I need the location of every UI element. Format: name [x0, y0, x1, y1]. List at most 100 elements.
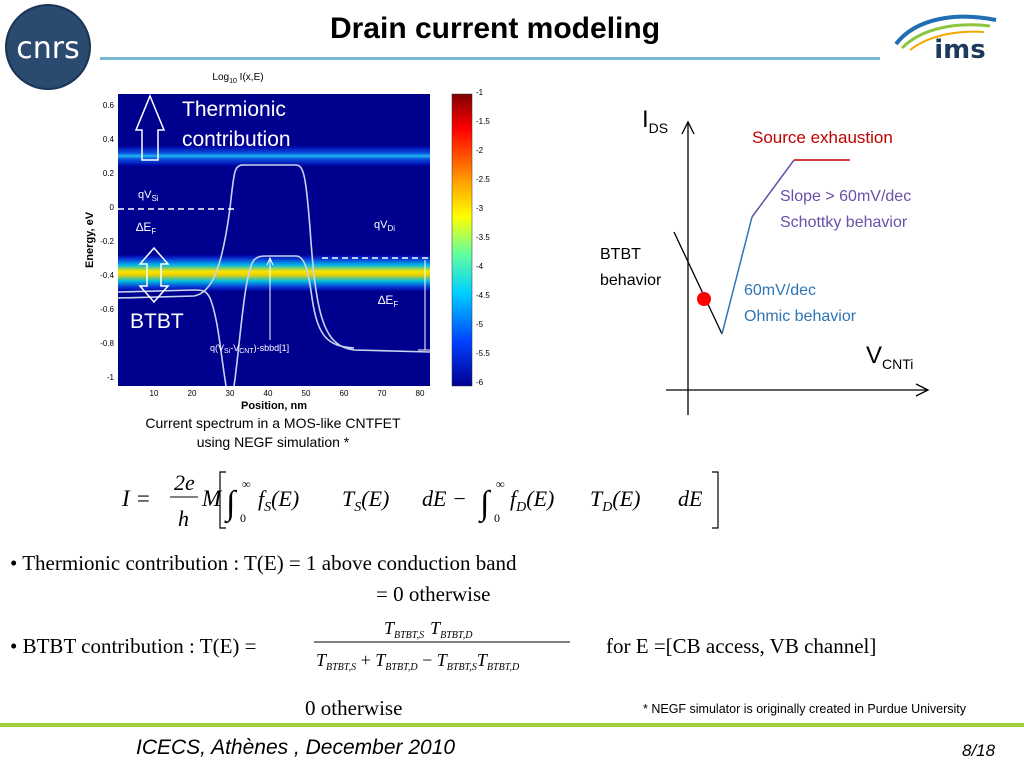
- colorbar-tick: -6: [476, 378, 484, 387]
- btbt-curve: [673, 231, 723, 335]
- btbt-band: [118, 255, 430, 291]
- svg-text:2e: 2e: [174, 470, 195, 495]
- colorbar: [451, 93, 473, 387]
- ohmic-curve: [721, 216, 753, 335]
- ims-logo: ims: [886, 8, 1016, 65]
- btbt-fraction: TBTBT,S TBTBT,D TBTBT,S + TBTBT,D − TBTBT…: [312, 616, 574, 678]
- btbt-label: BTBT: [130, 310, 184, 333]
- svg-text:TBTBT,STBTBT,D: TBTBT,S TBTBT,D: [384, 618, 473, 641]
- thermionic-bullet: • Thermionic contribution : T(E) = 1 abo…: [10, 551, 517, 575]
- delta-ef-right-label: ∆EF: [378, 293, 398, 309]
- svg-text:h: h: [178, 506, 189, 531]
- colorbar-tick: -5: [476, 320, 484, 329]
- btbt-bullet: • BTBT contribution : T(E) =: [10, 634, 257, 658]
- x-axis-label: Position, nm: [241, 400, 307, 412]
- svg-text:fS(E): fS(E): [258, 486, 299, 515]
- footnote: * NEGF simulator is originally created i…: [643, 702, 967, 716]
- source-exhaustion-label: Source exhaustion: [752, 128, 893, 147]
- left-bracket: [219, 471, 226, 529]
- svg-text:TS(E): TS(E): [342, 486, 389, 515]
- formula-label: q(VSi-VCNT)-sbbd[1]: [210, 343, 289, 355]
- svg-text:dE −: dE −: [422, 486, 467, 511]
- x-tick-labels: 10 20 30 40 50 60 70 80: [150, 389, 425, 398]
- btbt-double-arrow-icon: [138, 246, 170, 304]
- y-tick: -1: [107, 373, 115, 382]
- x-tick: 80: [416, 389, 425, 398]
- svg-text:M: M: [201, 486, 223, 511]
- sketch-x-axis-label: VCNTi: [866, 342, 914, 372]
- colorbar-tick: -1.5: [476, 117, 490, 126]
- btbt-behavior-label: BTBT behavior: [600, 246, 662, 289]
- svg-text:TBTBT,S + TBTBT,D − TBTBT,STBT: TBTBT,S + TBTBT,D − TBTBT,STBTBT,D: [316, 650, 520, 673]
- y-tick-labels: 0.6 0.4 0.2 0 -0.2 -0.4 -0.6 -0.8 -1: [100, 101, 114, 382]
- colorbar-tick: -3.5: [476, 233, 490, 242]
- x-tick: 10: [150, 389, 159, 398]
- ids-sketch: [600, 100, 940, 420]
- slide-title: Drain current modeling: [329, 12, 661, 45]
- colorbar-tick: -5.5: [476, 349, 490, 358]
- thermionic-otherwise: = 0 otherwise: [376, 582, 491, 606]
- btbt-range: for E =[CB access, VB channel]: [606, 634, 877, 658]
- operating-point-dot: [697, 292, 711, 306]
- y-tick: -0.6: [100, 305, 114, 314]
- cnrs-logo: cnrs: [2, 4, 94, 90]
- y-tick: 0.4: [103, 135, 115, 144]
- svg-text:∞: ∞: [496, 477, 505, 491]
- schottky-label: Slope > 60mV/dec Schottky behavior: [780, 188, 912, 231]
- footer-rule: [0, 723, 1024, 727]
- conduction-band-curve: [117, 164, 431, 353]
- colorbar-tick: -3: [476, 204, 484, 213]
- y-tick: -0.8: [100, 339, 114, 348]
- svg-text:0: 0: [240, 511, 246, 525]
- x-tick: 60: [340, 389, 349, 398]
- figure-caption: Current spectrum in a MOS-like CNTFET us…: [108, 414, 438, 452]
- y-tick: 0.6: [103, 101, 115, 110]
- page-number: 8/18: [962, 741, 996, 760]
- valence-band-curve-left: [117, 289, 227, 387]
- thermionic-label-2: contribution: [182, 128, 291, 151]
- colorbar-tick: -2: [476, 146, 484, 155]
- colorbar-tick: -4.5: [476, 291, 490, 300]
- cnrs-logo-text: cnrs: [16, 31, 79, 66]
- valence-band-curve: [233, 255, 355, 387]
- thermionic-label-1: Thermionic: [182, 98, 286, 121]
- thermionic-arrow-icon: [134, 94, 166, 161]
- integral-sign-2: ∫: [478, 485, 492, 524]
- x-tick: 40: [264, 389, 273, 398]
- x-tick: 20: [188, 389, 197, 398]
- x-tick: 30: [226, 389, 235, 398]
- y-axis-label: Energy, eV: [84, 211, 96, 268]
- x-tick: 70: [378, 389, 387, 398]
- schottky-curve: [751, 159, 795, 218]
- svg-text:0: 0: [494, 511, 500, 525]
- btbt-otherwise: 0 otherwise: [305, 696, 403, 720]
- colorbar-tick-labels: -1 -1.5 -2 -2.5 -3 -3.5 -4 -4.5 -5 -5.5 …: [476, 88, 506, 388]
- caption-line-2: using NEGF simulation *: [196, 434, 350, 450]
- heatmap-title: Log10 I(x,E): [212, 72, 263, 85]
- colorbar-tick: -1: [476, 88, 484, 97]
- x-tick: 50: [302, 389, 311, 398]
- ims-logo-text: ims: [934, 35, 985, 64]
- current-spectrum-figure: Log10 I(x,E) Thermionic contribution qVS…: [84, 68, 474, 413]
- svg-text:fD(E): fD(E): [510, 486, 554, 515]
- colorbar-tick: -2.5: [476, 175, 490, 184]
- title-rule: [100, 57, 880, 60]
- svg-text:TD(E): TD(E): [590, 486, 640, 515]
- svg-text:∞: ∞: [242, 477, 251, 491]
- colorbar-tick: -4: [476, 262, 484, 271]
- ohmic-label: 60mV/dec Ohmic behavior: [744, 282, 857, 325]
- qvsi-label: qVSi: [138, 189, 159, 203]
- y-tick: 0.2: [103, 169, 115, 178]
- svg-text:dE: dE: [678, 486, 703, 511]
- y-tick: -0.2: [100, 237, 114, 246]
- y-tick: -0.4: [100, 271, 114, 280]
- y-tick: 0: [110, 203, 115, 212]
- right-bracket: [712, 471, 719, 529]
- svg-text:I =: I =: [121, 486, 151, 511]
- current-equation: I = 2e h M ∫ ∞ 0 fS(E) TS(E) dE − ∫ ∞ 0 …: [118, 466, 728, 536]
- caption-line-1: Current spectrum in a MOS-like CNTFET: [145, 415, 401, 431]
- qvdi-label: qVDi: [374, 219, 395, 233]
- thermionic-band: [118, 146, 430, 166]
- delta-ef-left-label: ∆EF: [136, 220, 156, 236]
- heatmap-plot-area: [118, 94, 430, 386]
